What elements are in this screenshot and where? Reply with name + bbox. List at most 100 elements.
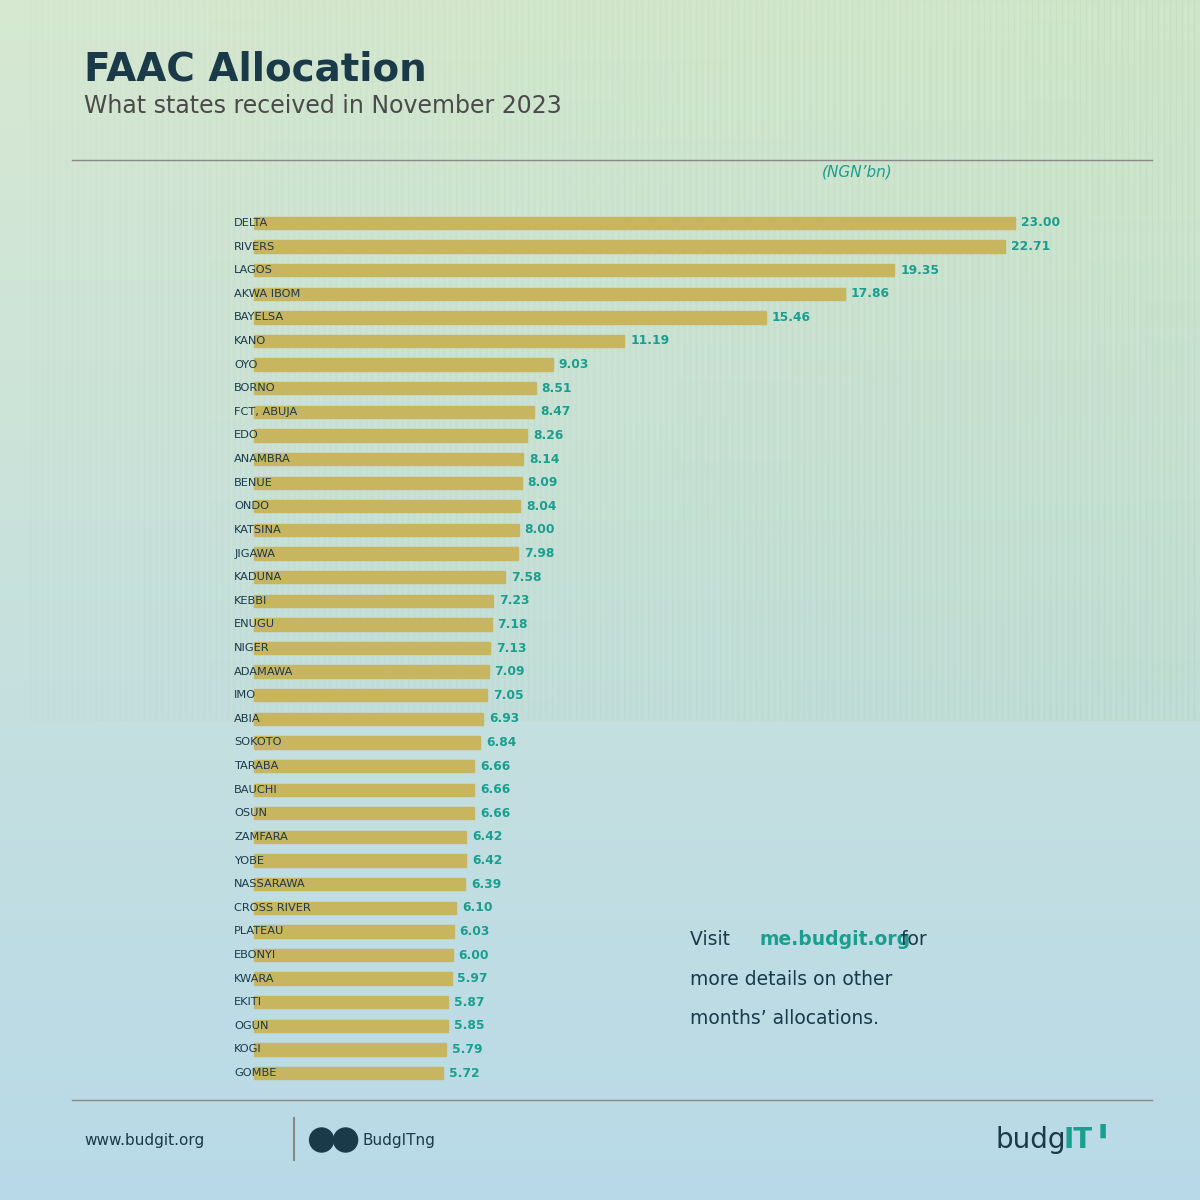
Bar [396,0,402,720]
Bar [222,0,228,720]
Bar [0,1168,1200,1172]
Bar [0,600,1200,604]
Bar [0,864,1200,868]
Text: 6.84: 6.84 [486,736,516,749]
Bar [0,716,1200,720]
Bar [254,1020,448,1032]
Bar [342,0,348,720]
Bar [1164,0,1170,720]
Bar [254,737,480,749]
Text: SOKOTO: SOKOTO [234,738,282,748]
Bar [444,0,450,720]
Bar [254,760,474,773]
Bar [0,1020,1200,1024]
Bar [0,748,1200,752]
Text: ABIA: ABIA [234,714,260,724]
Bar [0,4,1200,8]
Bar [0,304,1200,308]
Bar [0,1156,1200,1160]
Bar [0,652,1200,656]
Text: 5.85: 5.85 [454,1019,484,1032]
Bar [408,0,414,720]
Bar [660,0,666,720]
Bar [840,0,846,720]
Bar [1098,0,1104,720]
Text: months’ allocations.: months’ allocations. [690,1009,878,1028]
Bar [0,188,1200,192]
Bar [282,0,288,720]
Bar [648,0,654,720]
Bar [0,928,1200,932]
Bar [0,248,1200,252]
Bar [264,0,270,720]
Bar [0,472,1200,476]
Bar [492,0,498,720]
Bar [438,0,444,720]
Bar [426,0,432,720]
Bar [0,996,1200,1000]
Bar [804,0,810,720]
Bar [0,736,1200,740]
Bar [0,272,1200,276]
Bar [0,92,1200,96]
Bar [0,488,1200,492]
Bar [0,316,1200,320]
Bar [0,572,1200,576]
Bar [0,900,1200,904]
Bar [254,901,456,914]
Bar [254,949,452,961]
Bar [0,1128,1200,1132]
Text: 6.66: 6.66 [480,784,510,797]
Bar [504,0,510,720]
Bar [0,780,1200,784]
Bar [450,0,456,720]
Bar [618,0,624,720]
Bar [0,936,1200,940]
Bar [0,260,1200,264]
Bar [1134,0,1140,720]
Bar [0,844,1200,848]
Bar [254,642,490,654]
Bar [0,8,1200,12]
Bar [0,1152,1200,1156]
Bar [114,0,120,720]
Bar [0,104,1200,108]
Text: 6.39: 6.39 [472,877,502,890]
Text: 7.09: 7.09 [494,665,526,678]
Text: ▐: ▐ [1094,1123,1105,1138]
Bar [0,48,1200,52]
Bar [0,1160,1200,1164]
Bar [254,972,451,985]
Bar [0,792,1200,796]
Bar [0,380,1200,384]
Bar [1014,0,1020,720]
Bar [0,868,1200,872]
Bar [0,564,1200,568]
Bar [210,0,216,720]
Bar [0,540,1200,544]
Bar [0,376,1200,380]
Text: CROSS RIVER: CROSS RIVER [234,902,311,913]
Bar [0,320,1200,324]
Bar [0,1088,1200,1092]
Bar [0,848,1200,852]
Bar [558,0,564,720]
Bar [0,888,1200,892]
Text: KOGI: KOGI [234,1044,262,1055]
Bar [1086,0,1092,720]
Bar [930,0,936,720]
Bar [0,428,1200,432]
Bar [0,872,1200,876]
Text: BORNO: BORNO [234,383,276,394]
Bar [0,116,1200,120]
Bar [0,204,1200,208]
Bar [0,712,1200,716]
Bar [204,0,210,720]
Bar [0,1192,1200,1196]
Text: RIVERS: RIVERS [234,241,275,252]
Bar [0,132,1200,136]
Text: 23.00: 23.00 [1021,216,1060,229]
Bar [254,878,466,890]
Bar [0,724,1200,728]
Bar [0,988,1200,992]
